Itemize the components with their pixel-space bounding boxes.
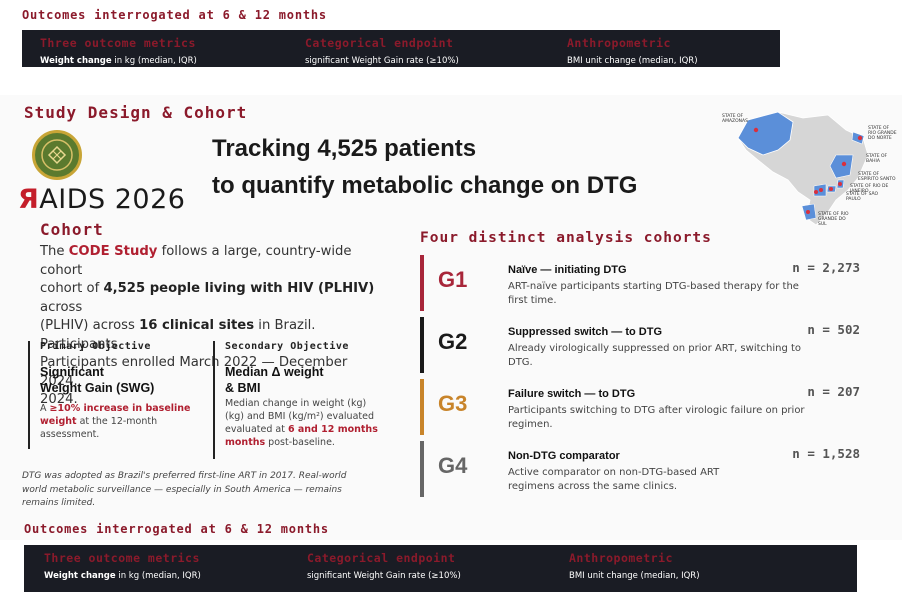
cohort-group-g1: G1 Naïve — initiating DTG ART-naïve part… [420, 255, 870, 313]
map-label-es: STATE OF ESPÍRITO SANTO [858, 172, 896, 182]
cohort-group-g2: G2 Suppressed switch — to DTG Already vi… [420, 317, 870, 375]
outcome-col-header: Three outcome metrics [40, 36, 196, 50]
headline-line-1: Tracking 4,525 patients [212, 135, 477, 162]
cohort-count: n = 1,528 [792, 446, 860, 461]
outcome-col-value: significant Weight Gain rate (≥10%) [305, 56, 459, 66]
cohort-code: G1 [438, 267, 468, 292]
cohort-count: n = 2,273 [792, 260, 860, 275]
cohort-code: G3 [438, 391, 468, 416]
secondary-objective-desc: Median change in weight (kg) (kg) and BM… [225, 398, 378, 448]
map-label-amazonas: STATE OF AMAZONAS [722, 114, 748, 124]
main-slide [0, 95, 902, 540]
primary-objective-desc: A ≥10% increase in baseline weight at th… [40, 403, 191, 440]
cohort-count: n = 502 [807, 322, 860, 337]
map-label-rs: STATE OF RIO GRANDE DO SUL [818, 212, 849, 227]
cohort-label: Naïve — initiating DTG [508, 264, 627, 276]
headline-line-2: to quantify metabolic change on DTG [212, 172, 638, 199]
primary-objective-header: Primary Objective [40, 341, 151, 352]
outcomes-bar-top: Three outcome metrics Weight change in k… [22, 30, 780, 67]
cohort-group-g3: G3 Failure switch — to DTG Participants … [420, 379, 870, 437]
primary-objective-title: Significant Weight Gain (SWG) [40, 365, 155, 395]
cohort-desc: Participants switching to DTG after viro… [508, 405, 805, 430]
outcomes-title-top: Outcomes interrogated at 6 & 12 months [22, 8, 327, 22]
cohort-description: The CODE Study follows a large, country-… [40, 244, 375, 407]
outcomes-bar-bottom: Three outcome metrics Weight change in k… [24, 545, 857, 592]
outcome-col-value: BMI unit change (median, IQR) [567, 56, 698, 66]
outcome-col-value: significant Weight Gain rate (≥10%) [307, 571, 461, 581]
cohort-code: G2 [438, 329, 468, 354]
cohort-label: Non-DTG comparator [508, 450, 620, 462]
study-name: CODE Study [68, 244, 158, 259]
cohort-title: Cohort [40, 220, 104, 239]
cohort-code: G4 [438, 453, 468, 478]
aids-2026-logo: ЯAIDS 2026 [18, 184, 186, 215]
map-label-rn: STATE OF RIO GRANDE DO NORTE [868, 126, 897, 141]
cohort-desc: Active comparator on non-DTG-based ART r… [508, 467, 720, 492]
cohort-count: n = 207 [807, 384, 860, 399]
cohort-color-rule [420, 317, 424, 373]
cohort-label: Failure switch — to DTG [508, 388, 636, 400]
cohort-color-rule [420, 441, 424, 497]
cohort-color-rule [420, 255, 424, 311]
outcome-col-header: Anthropometric [567, 36, 671, 50]
cohort-label: Suppressed switch — to DTG [508, 326, 663, 338]
outcome-col-value: Weight change in kg (median, IQR) [44, 571, 201, 581]
outcome-col-header: Three outcome metrics [44, 551, 200, 565]
cohorts-section-title: Four distinct analysis cohorts [420, 230, 712, 246]
outcome-col-value: Weight change in kg (median, IQR) [40, 56, 197, 66]
cohort-color-rule [420, 379, 424, 435]
brazil-map: STATE OF AMAZONAS STATE OF RIO GRANDE DO… [718, 100, 898, 230]
map-label-rj: STATE OF RIO DE JANEIRO [850, 184, 889, 194]
cohort-group-g4: G4 Non-DTG comparator Active comparator … [420, 441, 870, 499]
outcomes-title-bottom: Outcomes interrogated at 6 & 12 months [24, 522, 329, 536]
outcome-col-header: Categorical endpoint [305, 36, 454, 50]
secondary-objective: Secondary Objective Median Δ weight & BMI… [213, 341, 385, 459]
outcome-col-header: Anthropometric [569, 551, 673, 565]
cohort-desc: Already virologically suppressed on prio… [508, 343, 802, 368]
cohort-desc: ART-naïve participants starting DTG-base… [508, 281, 799, 306]
footnote: DTG was adopted as Brazil's preferred fi… [22, 471, 347, 508]
secondary-objective-title: Median Δ weight & BMI [225, 365, 324, 395]
map-label-sp: STATE OF SÃO PAULO [846, 192, 879, 202]
primary-objective: Primary Objective Significant Weight Gain… [28, 341, 205, 449]
outcome-col-header: Categorical endpoint [307, 551, 456, 565]
headline: Tracking 4,525 patients to quantify meta… [212, 130, 637, 204]
outcome-col-value: BMI unit change (median, IQR) [569, 571, 700, 581]
map-label-bahia: STATE OF BAHIA [866, 154, 888, 164]
conference-seal-logo [32, 130, 82, 180]
study-section-title: Study Design & Cohort [24, 103, 248, 122]
secondary-objective-header: Secondary Objective [225, 341, 349, 352]
